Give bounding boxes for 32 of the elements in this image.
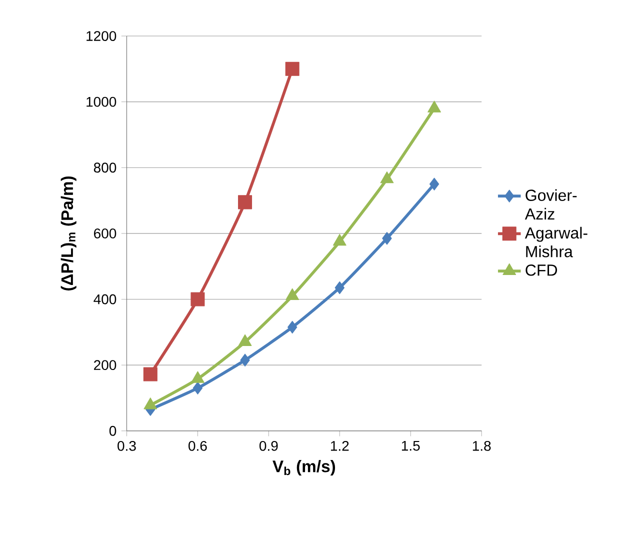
point: [190, 292, 205, 306]
x-tick-label: 0.9: [259, 440, 278, 451]
point: [238, 195, 252, 210]
y-tick-label: 800: [94, 162, 116, 173]
point: [143, 367, 158, 382]
y-tick-label: 0: [109, 426, 116, 436]
legend-label: Agarwal-Mishra: [524, 226, 588, 258]
x-tick-label: 1.8: [472, 440, 491, 451]
point: [334, 281, 344, 294]
point: [429, 178, 440, 190]
y-tick-label: 1000: [86, 96, 116, 107]
legend-label: Govier-Aziz: [524, 189, 577, 220]
point: [288, 320, 298, 334]
text: V$_{b}$ (m/s): [272, 460, 336, 476]
point: [380, 172, 394, 184]
x-tick-label: 1.5: [402, 440, 420, 451]
point: [286, 288, 300, 300]
y-tick-label: 400: [94, 294, 116, 304]
point: [285, 62, 300, 76]
y-tick-label: 1200: [86, 31, 116, 42]
x-tick-label: 0.3: [118, 440, 136, 451]
y-tick-label: 200: [94, 360, 116, 370]
x-tick-label: 1.2: [330, 440, 349, 451]
point: [428, 100, 441, 112]
text: (ΔP/L)$_{m}$ (Pa/m): [60, 176, 76, 290]
y-tick-label: 600: [94, 228, 116, 238]
x-tick-label: 0.6: [188, 440, 207, 451]
point: [332, 234, 346, 246]
point: [192, 382, 203, 394]
point: [382, 232, 392, 245]
point: [240, 354, 250, 367]
legend-label: CFD: [526, 264, 558, 276]
